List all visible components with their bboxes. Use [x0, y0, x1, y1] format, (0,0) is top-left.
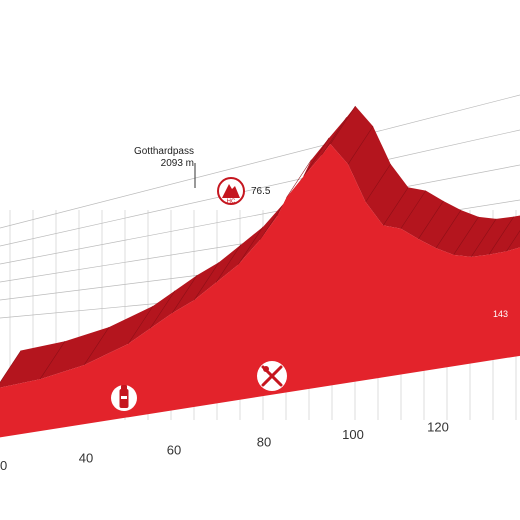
profile-hatch [365, 163, 391, 203]
profile-hatch [0, 350, 22, 383]
km-marker-label: 143 [493, 309, 508, 319]
profile-hatch [347, 126, 374, 165]
profile-hatch [506, 230, 520, 252]
profile-hatch [453, 216, 479, 256]
grid-line [0, 164, 520, 265]
profile-hatch [488, 216, 515, 255]
feed-zone-icon [257, 361, 287, 391]
elevation-profile [0, 105, 520, 438]
profile-hatch [470, 218, 497, 258]
profile-hatch [435, 209, 462, 249]
svg-text:HC: HC [227, 199, 236, 205]
profile-hatch [418, 200, 444, 240]
profile-front-face [0, 144, 520, 438]
x-tick-label: 20 [0, 458, 7, 473]
profile-hatch [330, 105, 356, 145]
profile-hatch [127, 305, 154, 345]
x-tick-label: 100 [342, 427, 364, 442]
profile-top-face [0, 106, 520, 388]
climb-km-label: 76.5 [251, 186, 271, 197]
grid-line [0, 94, 520, 229]
profile-hatch [215, 244, 242, 283]
x-tick-label: 80 [257, 435, 271, 450]
summit-altitude: 2093 m [161, 158, 194, 169]
bottle-icon [111, 385, 137, 411]
profile-hatch [83, 326, 110, 366]
profile-hatch [171, 275, 198, 314]
grid-line [0, 129, 520, 247]
profile-hatch [321, 117, 347, 156]
x-tick-label: 120 [427, 419, 449, 434]
profile-hatch [237, 226, 264, 266]
summit-name: Gotthardpass [134, 146, 194, 157]
profile-hatch [193, 262, 220, 301]
profile-hatch [259, 201, 286, 241]
profile-hatch [149, 290, 176, 329]
x-tick-label: 60 [167, 443, 181, 458]
profile-hatch [382, 187, 409, 226]
hc-climb-icon: HC [217, 177, 245, 205]
profile-hatch [400, 190, 427, 229]
profile-hatch [39, 341, 66, 380]
profile-hatch [303, 137, 330, 177]
x-tick-label: 40 [79, 450, 93, 465]
x-axis-ticks: 20 40 60 80 100 120 [0, 419, 449, 473]
profile-hatch [286, 159, 312, 198]
